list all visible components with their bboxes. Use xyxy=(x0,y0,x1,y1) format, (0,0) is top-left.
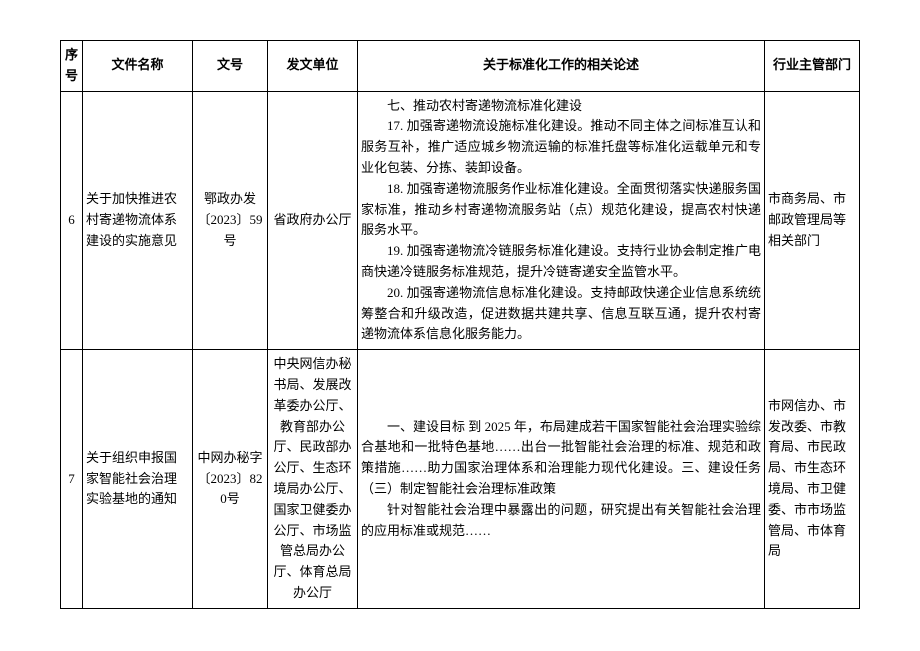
cell-desc: 一、建设目标 到 2025 年，布局建成若干国家智能社会治理实验综合基地和一批特… xyxy=(358,350,765,609)
desc-para: 19. 加强寄递物流冷链服务标准化建设。支持行业协会制定推广电商快递冷链服务标准… xyxy=(361,241,761,283)
desc-title: 七、推动农村寄递物流标准化建设 xyxy=(361,96,761,117)
col-unit-header: 发文单位 xyxy=(268,41,358,92)
cell-desc: 七、推动农村寄递物流标准化建设 17. 加强寄递物流设施标准化建设。推动不同主体… xyxy=(358,91,765,350)
table-header-row: 序号 文件名称 文号 发文单位 关于标准化工作的相关论述 行业主管部门 xyxy=(61,41,860,92)
desc-para: 17. 加强寄递物流设施标准化建设。推动不同主体之间标准互认和服务互补，推广适应… xyxy=(361,116,761,178)
cell-seq: 6 xyxy=(61,91,83,350)
table-row: 7 关于组织申报国家智能社会治理实验基地的通知 中网办秘字〔2023〕820号 … xyxy=(61,350,860,609)
col-docno-header: 文号 xyxy=(193,41,268,92)
cell-dept: 市商务局、市邮政管理局等相关部门 xyxy=(765,91,860,350)
desc-para: 20. 加强寄递物流信息标准化建设。支持邮政快递企业信息系统统筹整合和升级改造，… xyxy=(361,283,761,345)
cell-dept: 市网信办、市发改委、市教育局、市民政局、市生态环境局、市卫健委、市市场监管局、市… xyxy=(765,350,860,609)
cell-unit: 中央网信办秘书局、发展改革委办公厅、教育部办公厅、民政部办公厅、生态环境局办公厅… xyxy=(268,350,358,609)
cell-unit: 省政府办公厅 xyxy=(268,91,358,350)
col-name-header: 文件名称 xyxy=(83,41,193,92)
cell-docno: 中网办秘字〔2023〕820号 xyxy=(193,350,268,609)
col-desc-header: 关于标准化工作的相关论述 xyxy=(358,41,765,92)
cell-name: 关于加快推进农村寄递物流体系建设的实施意见 xyxy=(83,91,193,350)
document-table: 序号 文件名称 文号 发文单位 关于标准化工作的相关论述 行业主管部门 6 关于… xyxy=(60,40,860,609)
desc-para: 18. 加强寄递物流服务作业标准化建设。全面贯彻落实快递服务国家标准，推动乡村寄… xyxy=(361,179,761,241)
table-row: 6 关于加快推进农村寄递物流体系建设的实施意见 鄂政办发〔2023〕59号 省政… xyxy=(61,91,860,350)
cell-seq: 7 xyxy=(61,350,83,609)
cell-name: 关于组织申报国家智能社会治理实验基地的通知 xyxy=(83,350,193,609)
desc-para: 针对智能社会治理中暴露出的问题，研究提出有关智能社会治理的应用标准或规范…… xyxy=(361,500,761,542)
desc-para: 一、建设目标 到 2025 年，布局建成若干国家智能社会治理实验综合基地和一批特… xyxy=(361,417,761,500)
cell-docno: 鄂政办发〔2023〕59号 xyxy=(193,91,268,350)
col-seq-header: 序号 xyxy=(61,41,83,92)
col-dept-header: 行业主管部门 xyxy=(765,41,860,92)
